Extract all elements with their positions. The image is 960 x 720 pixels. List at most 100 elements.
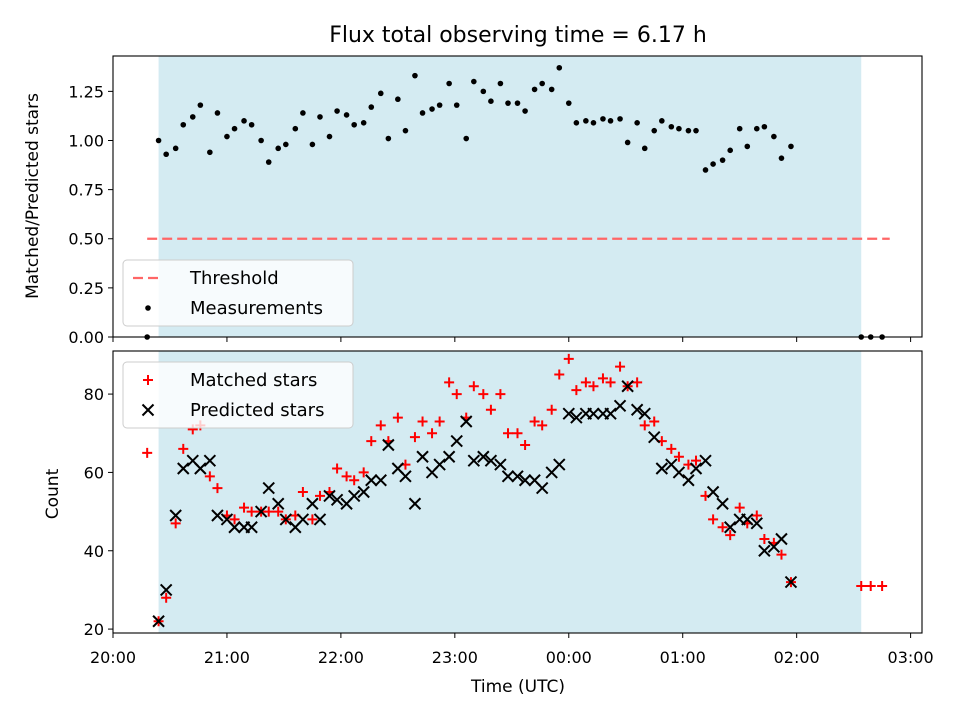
- predicted-stars-point: [638, 407, 651, 420]
- x-tick-label: 23:00: [432, 648, 478, 667]
- predicted-stars-point: [306, 497, 319, 510]
- x-tick-label: 21:00: [204, 648, 250, 667]
- measurement-point: [556, 64, 563, 71]
- measurement-point: [265, 159, 272, 165]
- matched-stars-point: [409, 432, 420, 443]
- predicted-stars-point: [741, 513, 754, 526]
- predicted-stars-point: [262, 481, 275, 495]
- predicted-stars-point: [347, 489, 361, 503]
- ratio-axes-frame: [112, 55, 923, 338]
- predicted-stars-point: [630, 403, 644, 416]
- measurement-point: [189, 114, 196, 120]
- predicted-stars-point: [399, 470, 412, 483]
- measurement-point: [360, 120, 367, 126]
- predicted-stars-point: [775, 532, 788, 546]
- count-y-tick-label: 20: [84, 620, 104, 639]
- measurement-point: [573, 120, 580, 126]
- predicted-stars-point: [159, 583, 173, 597]
- count-y-axis-label: Count: [43, 468, 63, 519]
- predicted-stars-point: [535, 481, 549, 495]
- predicted-stars-point: [408, 497, 422, 510]
- x-tick-label: 20:00: [90, 648, 136, 667]
- matched-stars-point: [673, 451, 684, 462]
- measurement-point: [753, 125, 760, 132]
- matched-stars-point: [366, 436, 377, 447]
- measurement-point: [778, 155, 785, 161]
- predicted-stars-point: [682, 474, 695, 487]
- measurement-point: [634, 120, 640, 126]
- legend-predicted-stars-label: Predicted stars: [190, 400, 324, 421]
- measurement-point: [163, 151, 169, 158]
- measurement-point: [668, 123, 675, 130]
- count-y-tick-label: 40: [84, 542, 104, 561]
- matched-stars-point: [546, 404, 557, 415]
- measurement-point: [480, 88, 487, 95]
- predicted-stars-point: [587, 407, 600, 420]
- matched-stars-point: [734, 502, 745, 513]
- matched-stars-point: [666, 443, 677, 454]
- measurement-point: [693, 127, 699, 134]
- ratio-y-axis-label: Matched/Predicted stars: [23, 93, 43, 299]
- ratio-y-tick-label: 0.50: [68, 230, 104, 249]
- matched-stars-point: [478, 389, 489, 400]
- legend-matched-stars-label: Matched stars: [190, 370, 317, 391]
- predicted-stars-point: [484, 454, 498, 467]
- matched-stars-point: [512, 428, 523, 439]
- matched-stars-point: [865, 581, 876, 591]
- measurement-point: [702, 167, 709, 173]
- measurement-point: [771, 133, 777, 140]
- predicted-stars-point: [374, 474, 387, 487]
- measurement-point: [334, 108, 340, 114]
- measurement-point: [471, 78, 477, 85]
- measurement-point: [326, 133, 333, 140]
- matched-stars-point: [170, 518, 181, 529]
- matched-stars-point: [597, 373, 608, 384]
- count-legend: [122, 361, 354, 429]
- predicted-stars-point: [194, 462, 207, 475]
- measurement-point: [463, 135, 470, 142]
- matched-stars-point: [571, 385, 582, 396]
- matched-stars-point: [503, 428, 514, 439]
- measurement-point: [719, 157, 726, 163]
- measurement-point: [539, 80, 545, 87]
- measurement-point: [641, 145, 648, 152]
- matched-stars-point: [759, 534, 770, 544]
- measurement-point: [172, 145, 179, 152]
- predicted-stars-point: [672, 466, 686, 479]
- measurement-point: [497, 80, 504, 87]
- measurement-point: [590, 120, 597, 126]
- predicted-stars-point: [570, 411, 583, 424]
- predicted-stars-point: [211, 509, 224, 522]
- measurement-point: [651, 127, 658, 134]
- ratio-panel: 0.00 0.25 0.50 0.75 1.00 1.25 Threshold Measure…: [68, 55, 923, 347]
- measurement-point: [736, 125, 743, 132]
- matched-stars-point: [314, 490, 325, 501]
- predicted-stars-point: [169, 509, 182, 522]
- count-axes-frame: [112, 350, 923, 634]
- matched-stars-point: [273, 506, 284, 517]
- measurement-point: [531, 86, 538, 93]
- matched-stars-point: [246, 506, 257, 517]
- matched-stars-point: [776, 549, 787, 560]
- measurement-point: [676, 125, 682, 132]
- matched-stars-point: [537, 420, 548, 431]
- x-tick-label: 02:00: [774, 648, 820, 667]
- measurement-point: [788, 143, 794, 150]
- measurement-point: [659, 118, 665, 124]
- measurement-point: [231, 125, 238, 132]
- matched-stars-point: [297, 487, 308, 497]
- measurement-point: [155, 137, 162, 144]
- predicted-stars-point: [272, 497, 285, 510]
- x-axis-label: Time (UTC): [470, 677, 565, 697]
- predicted-stars-point: [152, 615, 165, 628]
- matched-stars-point: [588, 381, 599, 392]
- predicted-stars-point: [450, 434, 463, 448]
- measurement-point: [453, 102, 460, 108]
- measurement-point: [343, 112, 350, 118]
- measurement-point: [412, 72, 418, 79]
- matched-stars-point: [427, 428, 438, 439]
- matched-stars-point: [307, 514, 318, 525]
- predicted-stars-point: [716, 497, 729, 510]
- predicted-stars-point: [323, 489, 336, 503]
- predicted-stars-point: [655, 462, 669, 475]
